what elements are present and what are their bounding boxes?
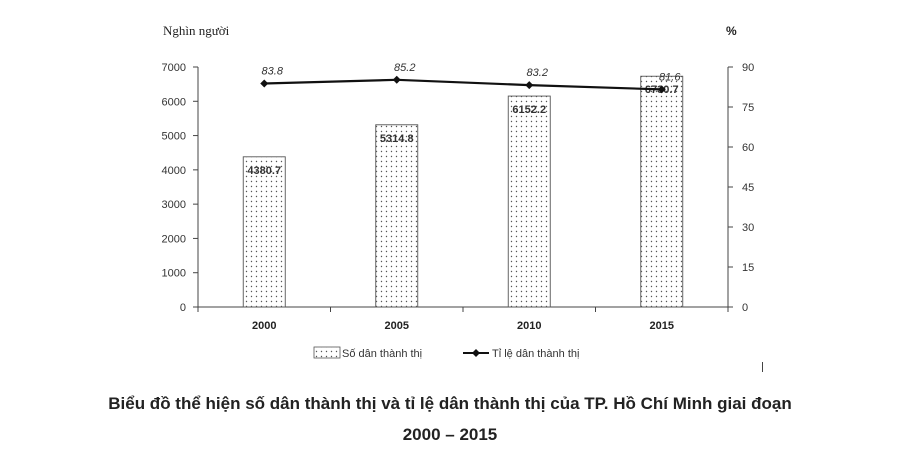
chart-caption-line2: 2000 – 2015 — [402, 425, 498, 444]
line-value-label: 83.8 — [262, 66, 284, 78]
legend-label-bar: Số dân thành thị — [342, 348, 422, 360]
line-value-label: 83.2 — [527, 67, 548, 79]
bar-value-label: 4380.7 — [247, 165, 281, 177]
right-axis-tick-label: 60 — [742, 142, 754, 154]
x-axis-tick-label: 2010 — [517, 320, 541, 332]
x-axis-tick-label: 2000 — [252, 320, 276, 332]
left-axis-tick-label: 6000 — [162, 96, 186, 108]
bar-2015 — [640, 75, 684, 308]
left-axis-tick-label: 5000 — [162, 131, 186, 143]
bar-value-label: 5314.8 — [380, 133, 414, 145]
legend-swatch-marker — [472, 349, 480, 357]
line-point-2000 — [260, 79, 269, 88]
right-axis-tick-label: 45 — [742, 182, 754, 194]
left-axis-title: Nghìn người — [163, 23, 230, 38]
left-axis-tick-label: 4000 — [162, 165, 186, 177]
chart: Nghìn người % 0 1000 2000 3000 4000 5000 6000 7… — [162, 23, 755, 360]
right-axis-tick-label: 0 — [742, 302, 748, 314]
right-axis-tick-label: 90 — [742, 62, 754, 74]
bar-2000 — [242, 156, 286, 308]
text-cursor-mark — [762, 362, 763, 372]
right-axis-tick-label: 30 — [742, 222, 754, 234]
left-axis-tick-label: 0 — [180, 302, 186, 314]
x-axis-tick-label: 2015 — [650, 320, 674, 332]
line-point-2010 — [525, 81, 534, 90]
line-value-label: 85.2 — [394, 62, 415, 74]
left-axis-tick-label: 7000 — [162, 62, 186, 74]
left-axis-tick-label: 1000 — [162, 268, 186, 280]
line-series-path — [264, 78, 662, 91]
legend-label-line: Tỉ lệ dân thành thị — [492, 348, 579, 360]
right-axis-tick-label: 15 — [742, 262, 754, 274]
legend: Số dân thành thị Tỉ lệ dân thành thị — [313, 346, 579, 360]
right-axis-title: % — [726, 24, 737, 38]
line-value-label: 81.6 — [659, 71, 681, 83]
bar-2005 — [375, 124, 419, 308]
right-axis-tick-label: 75 — [742, 102, 754, 114]
left-axis-tick-label: 3000 — [162, 199, 186, 211]
line-point-2015 — [657, 85, 666, 94]
line-point-2005 — [392, 75, 401, 84]
bar-2010 — [507, 95, 551, 308]
legend-swatch-bar — [313, 346, 341, 359]
chart-caption-line1: Biểu đồ thể hiện số dân thành thị và tỉ … — [108, 394, 792, 413]
x-axis-tick-label: 2005 — [385, 320, 409, 332]
left-axis-tick-label: 2000 — [162, 233, 186, 245]
bar-value-label: 6152.2 — [512, 104, 546, 116]
